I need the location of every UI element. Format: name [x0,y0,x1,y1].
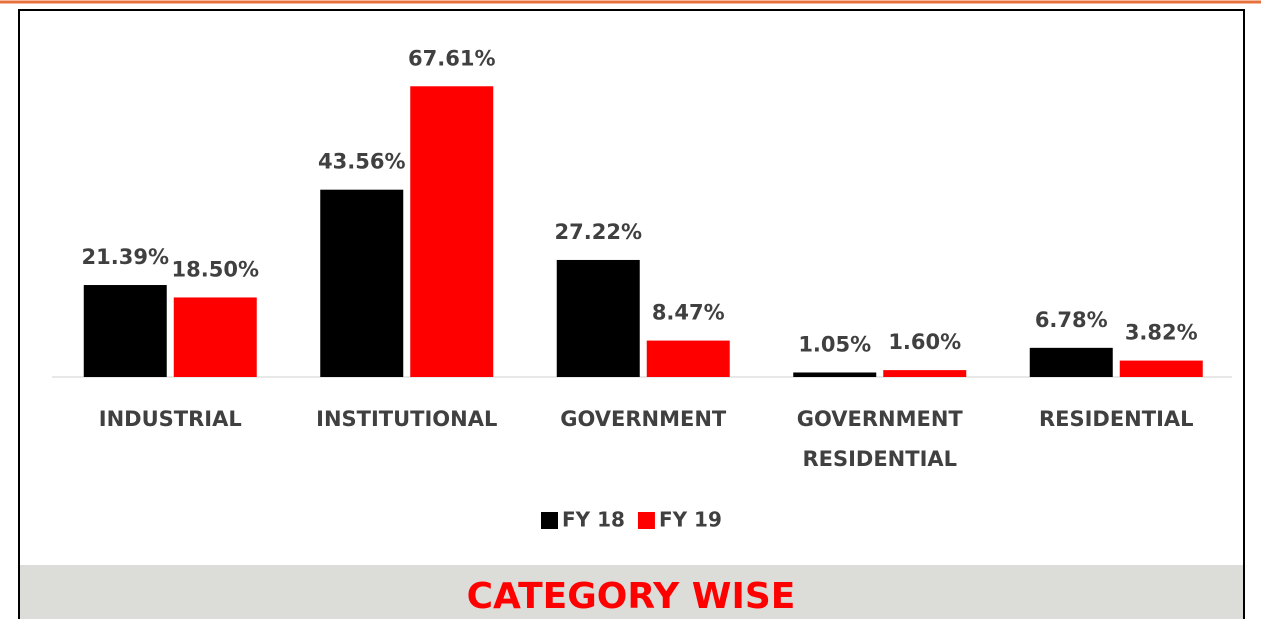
x-tick-label: GOVERNMENT [560,407,727,431]
bar [410,86,494,377]
bar [173,297,257,377]
bar [793,372,877,377]
value-label: 1.05% [798,332,871,356]
bar [1119,360,1203,377]
legend: FY 18 FY 19 [541,508,722,532]
x-tick-label: RESIDENTIAL [1039,407,1194,431]
legend-label: FY 18 [562,508,625,532]
title-banner [20,565,1243,619]
legend-label: FY 19 [659,508,722,532]
legend-swatch [637,512,655,529]
value-label: 8.47% [652,301,725,325]
frame [18,9,1245,619]
value-label: 18.50% [172,257,259,281]
bar [83,285,167,377]
bar [320,189,404,377]
value-label: 21.39% [82,245,169,269]
bar [1029,347,1113,377]
value-label: 1.60% [888,330,961,354]
bar [883,370,967,377]
x-tick-label: INSTITUTIONAL [316,407,497,431]
x-tick-label: INDUSTRIAL [99,407,242,431]
bar [556,259,640,377]
bar [646,340,730,377]
value-label: 43.56% [318,150,405,174]
value-label: 67.61% [408,46,495,70]
value-label: 3.82% [1125,321,1198,345]
value-label: 27.22% [555,220,642,244]
chart-title: CATEGORY WISE [467,576,796,617]
legend-swatch [541,512,558,529]
value-label: 6.78% [1035,308,1108,332]
x-tick-label: GOVERNMENT RESIDENTIAL [797,407,964,471]
